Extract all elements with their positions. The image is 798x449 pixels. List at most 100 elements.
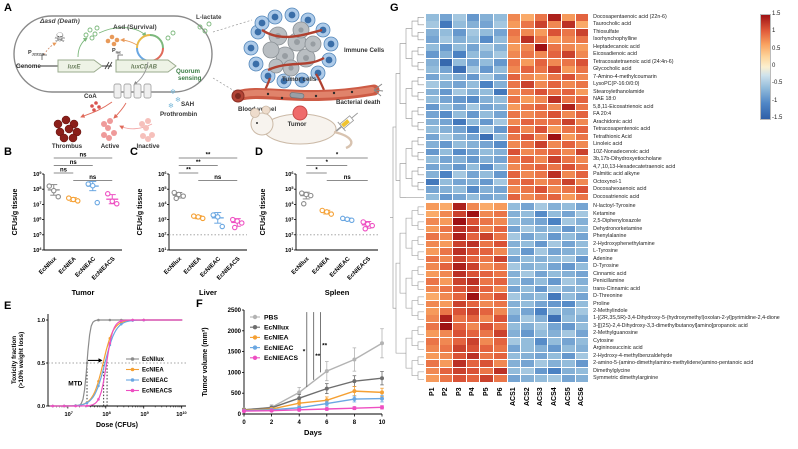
- mouse-tumor-label: Tumor: [288, 121, 307, 128]
- heatmap-column-label: P3: [455, 387, 463, 396]
- heatmap-cell: [493, 96, 507, 103]
- heatmap-cell: [439, 255, 453, 263]
- y-axis-title: CFUs/g tissue: [137, 189, 144, 236]
- heatmap-cell: [548, 225, 561, 233]
- heatmap-cell: [534, 285, 548, 293]
- y-axis-title: CFUs/g tissue: [12, 189, 19, 236]
- heatmap-row: Docosapentaenoic acid (22n-6): [426, 14, 780, 21]
- heatmap-cell: [521, 186, 534, 193]
- skull-icon: ☠: [54, 30, 66, 45]
- heatmap-cell: [453, 375, 466, 382]
- heatmap-cell: [521, 73, 534, 81]
- heatmap-row: Octoxynol-1: [426, 178, 780, 186]
- ahl-to-plasmid-arrow: [98, 27, 147, 37]
- heatmap-cell: [466, 330, 480, 338]
- heatmap-cell: [426, 51, 439, 59]
- heatmap-row-label: Linoleic acid: [593, 141, 623, 148]
- heatmap-cell: [575, 88, 589, 96]
- data-point: [360, 219, 367, 225]
- heatmap-cell: [534, 43, 548, 51]
- heatmap-cell: [480, 96, 493, 103]
- dendrogram-branch: [417, 32, 424, 41]
- heatmap-cell: [561, 233, 575, 240]
- heatmap-cell: [561, 360, 575, 367]
- heatmap-cell: [453, 193, 466, 201]
- heatmap-row: D-Threonine: [426, 293, 780, 300]
- heatmap-cell: [507, 352, 521, 360]
- heatmap-cell: [466, 186, 480, 193]
- heatmap-cell: [493, 315, 507, 323]
- heatmap-row: Cinnamic acid: [426, 270, 780, 278]
- heatmap-cell: [507, 21, 521, 29]
- tick-label: 1010: [176, 411, 186, 418]
- heatmap-cell: [439, 278, 453, 285]
- heatmap-column-label: P4: [469, 387, 477, 396]
- heatmap-cell: [480, 248, 493, 255]
- dendrogram-root-branch: [392, 126, 396, 309]
- heatmap-cell: [493, 300, 507, 308]
- heatmap-cell: [466, 307, 480, 315]
- heatmap-cell: [453, 186, 466, 193]
- heatmap-cell: [426, 73, 439, 81]
- heatmap-cell: [507, 51, 521, 59]
- heatmap-cell: [575, 103, 589, 111]
- heatmap-cell: [548, 58, 561, 66]
- colorbar-tick-label: -1.5: [772, 115, 783, 121]
- heatmap-cell: [561, 36, 575, 44]
- dendrogram-branch: [405, 337, 412, 369]
- active-thrombin: [101, 118, 117, 141]
- data-point: [300, 201, 307, 207]
- data-point: [70, 196, 76, 203]
- heatmap-cell: [575, 367, 589, 375]
- heatmap-cell: [480, 218, 493, 225]
- heatmap-cell: [575, 118, 589, 126]
- heatmap-cell: [466, 263, 480, 270]
- heatmap-cell: [439, 270, 453, 278]
- heatmap-row-label: 1-[(2R,3S,5R)-3,4-Dihydroxy-5-(hydroxyme…: [593, 315, 780, 322]
- heatmap-cell: [453, 337, 466, 345]
- legend-label: PBS: [264, 314, 278, 321]
- dendrogram-branch: [417, 107, 424, 116]
- heatmap-row-label: N-lactoyl-Tyrosine: [593, 203, 636, 210]
- heatmap-cell: [439, 133, 453, 141]
- heatmap-row-label: Adenine: [593, 255, 613, 262]
- heatmap-cell: [548, 88, 561, 96]
- heatmap-cell: [561, 315, 575, 323]
- heatmap-cell: [521, 263, 534, 270]
- heatmap-cell: [548, 178, 561, 186]
- heatmap-cell: [575, 14, 589, 21]
- heatmap-cell: [466, 171, 480, 178]
- heatmap-cell: [507, 163, 521, 171]
- data-point: [50, 187, 57, 194]
- heatmap-cell: [480, 148, 493, 156]
- heatmap-cell: [521, 178, 534, 186]
- heatmap-cell: [561, 322, 575, 330]
- heatmap-cell: [480, 126, 493, 133]
- heatmap-cell: [493, 293, 507, 300]
- heatmap-cell: [534, 163, 548, 171]
- heatmap-cell: [521, 43, 534, 51]
- heatmap-cell: [466, 210, 480, 218]
- heatmap-cell: [561, 203, 575, 210]
- dendrogram-branch: [399, 163, 406, 198]
- heatmap-cell: [507, 337, 521, 345]
- dendrogram-branch: [411, 300, 418, 316]
- heatmap-cell: [534, 225, 548, 233]
- sig-label: **: [206, 153, 211, 159]
- heatmap-cell: [521, 88, 534, 96]
- heatmap-cell: [480, 375, 493, 382]
- heatmap-cell: [493, 248, 507, 255]
- tick-label: 104: [285, 201, 294, 208]
- heatmap-cell: [521, 103, 534, 111]
- curve-marker: [142, 318, 146, 322]
- heatmap-row-label: 4,7,10,13-Hexadecatetraenoic acid: [593, 163, 676, 170]
- heatmap-cell: [493, 163, 507, 171]
- heatmap-row-label: D-Tyrosine: [593, 263, 619, 270]
- heatmap-cell: [575, 126, 589, 133]
- panel-a-schematic: Δasd (Death) ☠ Asd (Survival) L-lactate …: [13, 7, 385, 150]
- heatmap-cell: [453, 58, 466, 66]
- heatmap-cell: [480, 28, 493, 36]
- heatmap-cell: [439, 233, 453, 240]
- heatmap-row: Heptadecanoic acid: [426, 43, 780, 51]
- active-label: Active: [101, 143, 120, 150]
